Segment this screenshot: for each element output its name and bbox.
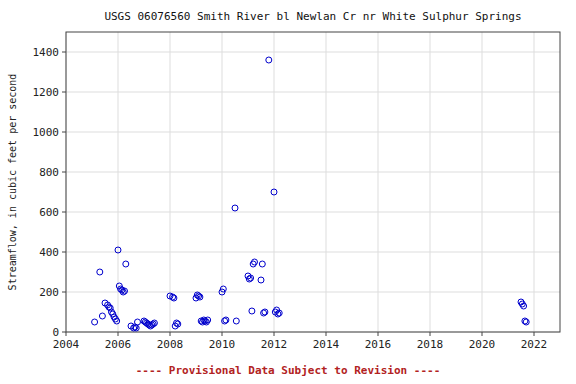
y-tick — [62, 52, 66, 53]
x-tick-label: 2008 — [157, 338, 184, 351]
point — [252, 259, 258, 265]
y-tick-label: 800 — [39, 166, 59, 179]
x-grid-line — [326, 32, 327, 332]
x-tick — [326, 332, 327, 336]
page: {"chart_data": {"type": "scatter", "titl… — [0, 0, 576, 384]
x-tick-label: 2020 — [469, 338, 496, 351]
y-tick — [62, 92, 66, 93]
plot-frame — [66, 32, 560, 332]
point — [175, 321, 181, 327]
x-tick — [482, 332, 483, 336]
axes: 2004 2006 2008 2010 2012 2014 2016 2018 2020 2022… — [33, 46, 548, 351]
point — [249, 308, 255, 314]
y-tick — [62, 212, 66, 213]
x-grid-line — [274, 32, 275, 332]
x-tick-label: 2010 — [209, 338, 236, 351]
y-grid-line — [66, 292, 560, 293]
x-tick — [534, 332, 535, 336]
points — [92, 57, 530, 331]
x-tick — [274, 332, 275, 336]
x-tick-label: 2012 — [261, 338, 288, 351]
point — [122, 288, 128, 294]
grid — [66, 32, 560, 332]
y-tick — [62, 132, 66, 133]
point — [205, 317, 211, 323]
y-axis-label: Streamflow, in cubic feet per second — [7, 74, 18, 291]
point — [151, 320, 157, 326]
point — [107, 305, 113, 311]
y-grid-line — [66, 132, 560, 133]
point — [276, 310, 282, 316]
x-grid-line — [534, 32, 535, 332]
y-tick-label: 1200 — [33, 86, 60, 99]
title: USGS 06076560 Smith River bl Newlan Cr n… — [104, 10, 521, 23]
x-tick-label: 2006 — [105, 338, 132, 351]
x-grid-line — [430, 32, 431, 332]
point — [171, 295, 177, 301]
y-tick-label: 1000 — [33, 126, 60, 139]
y-grid-line — [66, 92, 560, 93]
point — [133, 325, 139, 331]
point — [523, 319, 529, 325]
point — [223, 317, 229, 323]
point — [259, 261, 265, 267]
point — [266, 57, 272, 63]
y-tick-label: 400 — [39, 246, 59, 259]
point — [123, 261, 129, 267]
y-grid-line — [66, 172, 560, 173]
x-grid-line — [482, 32, 483, 332]
y-tick-label: 0 — [52, 326, 59, 339]
y-tick — [62, 172, 66, 173]
point — [271, 189, 277, 195]
point — [92, 319, 98, 325]
point — [521, 303, 527, 309]
y-tick — [62, 252, 66, 253]
point — [248, 275, 254, 281]
x-tick — [66, 332, 67, 336]
y-grid-line — [66, 252, 560, 253]
x-grid-line — [170, 32, 171, 332]
x-tick-label: 2018 — [417, 338, 444, 351]
point — [99, 313, 105, 319]
point — [114, 318, 120, 324]
y-tick-label: 600 — [39, 206, 59, 219]
x-tick — [170, 332, 171, 336]
x-tick — [222, 332, 223, 336]
y-tick-label: 200 — [39, 286, 59, 299]
subtitle: ---- Provisional Data Subject to Revisio… — [136, 364, 441, 377]
x-tick-label: 2014 — [313, 338, 340, 351]
x-tick-label: 2016 — [365, 338, 392, 351]
y-tick-label: 1400 — [33, 46, 60, 59]
chart: 2004 2006 2008 2010 2012 2014 2016 2018 2020 2022… — [0, 0, 576, 384]
x-tick-label: 2004 — [53, 338, 80, 351]
point — [135, 319, 141, 325]
x-tick — [430, 332, 431, 336]
plot-background — [66, 32, 560, 332]
x-tick — [118, 332, 119, 336]
point — [262, 309, 268, 315]
y-grid-line — [66, 212, 560, 213]
point — [232, 205, 238, 211]
y-grid-line — [66, 52, 560, 53]
x-grid-line — [378, 32, 379, 332]
x-tick-label: 2022 — [521, 338, 548, 351]
y-tick — [62, 292, 66, 293]
point — [258, 277, 264, 283]
point — [220, 286, 226, 292]
y-tick — [62, 332, 66, 333]
point — [233, 318, 239, 324]
point — [197, 294, 203, 300]
point — [115, 247, 121, 253]
point — [97, 269, 103, 275]
x-tick — [378, 332, 379, 336]
